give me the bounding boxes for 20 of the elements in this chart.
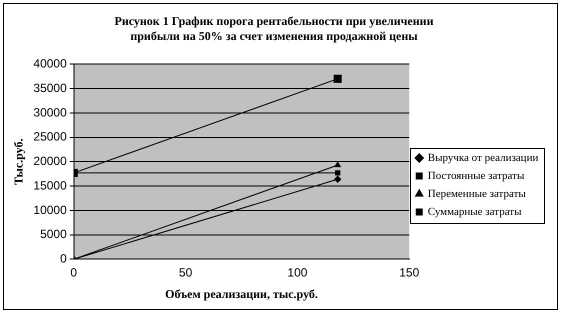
y-tick-label: 15000 — [33, 178, 68, 192]
x-tick-label: 50 — [178, 266, 193, 280]
x-axis-title: Объем реализации, тыс.руб. — [165, 286, 318, 301]
legend-label: Выручка от реализации — [428, 152, 538, 164]
y-tick-label: 35000 — [33, 80, 68, 95]
x-tick-label: 150 — [399, 266, 420, 280]
y-tick-label: 10000 — [33, 202, 68, 217]
y-tick-label: 20000 — [33, 154, 68, 168]
y-tick-label: 30000 — [33, 105, 68, 120]
x-tick-label: 0 — [70, 266, 78, 280]
y-tick-label: 5000 — [40, 227, 68, 242]
legend-label: Суммарные затраты — [428, 206, 522, 218]
y-tick-label: 40000 — [33, 56, 68, 71]
y-tick-label: 25000 — [33, 130, 68, 144]
y-tick-label: 0 — [60, 252, 68, 266]
chart-title: Рисунок 1 График порога рентабельности при увеличении прибыли на 50% за счет изменения продажной цены — [113, 14, 434, 44]
y-axis-title: Тыс.руб. — [11, 138, 26, 185]
legend-label: Постоянные затраты — [428, 170, 525, 182]
x-tick-label: 100 — [287, 266, 308, 280]
legend-label: Переменные затраты — [428, 188, 526, 200]
